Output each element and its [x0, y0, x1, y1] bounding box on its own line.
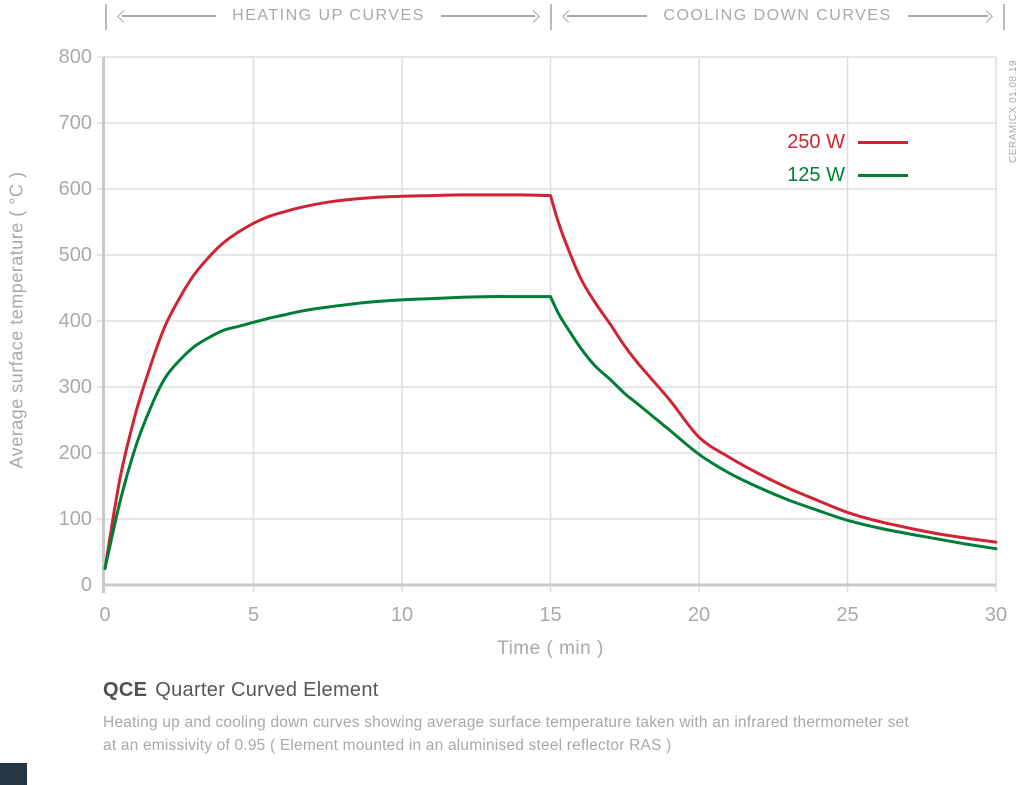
legend-line-swatch: [858, 140, 908, 144]
legend-line-swatch: [858, 173, 908, 177]
y-axis-line: [102, 57, 105, 593]
arrow-right-icon: [440, 9, 540, 23]
cooling-section-header: COOLING DOWN CURVES: [552, 4, 1005, 30]
element-name: Quarter Curved Element: [155, 679, 379, 701]
chart-title: QCE Quarter Curved Element: [103, 679, 983, 702]
y-tick-label: 500: [58, 244, 92, 266]
curve-250-w: [103, 193, 998, 570]
x-tick-label: 20: [687, 604, 711, 626]
y-tick-label: 700: [58, 112, 92, 134]
arrow-shaft: [122, 15, 217, 17]
x-tick-label: 5: [247, 604, 260, 626]
heating-section-header: HEATING UP CURVES: [105, 4, 552, 30]
arrow-left-icon: [562, 9, 648, 23]
legend-item: 250 W: [763, 130, 908, 154]
corner-mark: [0, 763, 27, 785]
element-code: QCE: [103, 679, 148, 701]
legend-label: 125 W: [787, 163, 845, 186]
y-tick-label: 0: [80, 574, 92, 596]
footer-caption: QCE Quarter Curved Element Heating up and…: [103, 679, 983, 757]
section-header: HEATING UP CURVES COOLING DOWN CURVES: [105, 4, 1005, 30]
x-axis-title: Time ( min ): [497, 638, 604, 659]
arrowhead-icon: [562, 9, 575, 23]
y-tick-label: 300: [58, 376, 92, 398]
arrowhead-icon: [117, 9, 130, 23]
description-line: Heating up and cooling down curves showi…: [103, 714, 909, 731]
arrow-right-icon: [907, 9, 993, 23]
legend-label: 250 W: [787, 130, 845, 153]
y-tick-label: 600: [58, 178, 92, 200]
watermark-text: CERAMICX 01.08.19: [1008, 60, 1016, 163]
description-line: at an emissivity of 0.95 ( Element mount…: [103, 737, 672, 754]
y-tick-label: 400: [58, 310, 92, 332]
x-tick-label: 15: [539, 604, 562, 626]
y-tick-label: 800: [58, 46, 92, 68]
arrow-shaft: [567, 15, 648, 17]
chart-description: Heating up and cooling down curves showi…: [103, 711, 983, 757]
arrow-shaft: [440, 15, 535, 17]
y-tick-label: 200: [58, 442, 92, 464]
x-axis-line: [102, 583, 996, 587]
heating-header-label: HEATING UP CURVES: [232, 7, 425, 24]
x-tick-label: 0: [99, 604, 111, 626]
plot-area: [97, 56, 998, 593]
cooling-header-label: COOLING DOWN CURVES: [663, 7, 892, 24]
x-tick-label: 25: [836, 604, 859, 626]
arrow-shaft: [907, 15, 989, 17]
legend: 250 W 125 W: [763, 130, 908, 196]
x-tick-label: 10: [390, 604, 414, 626]
y-axis-title: Average surface temperature ( °C ): [6, 171, 27, 469]
arrowhead-icon: [980, 9, 993, 23]
x-tick-label: 30: [984, 604, 1008, 626]
legend-item: 125 W: [763, 163, 908, 187]
y-tick-label: 100: [58, 508, 92, 530]
curve-125-w: [103, 295, 998, 570]
arrowhead-icon: [527, 9, 540, 23]
arrow-left-icon: [117, 9, 217, 23]
